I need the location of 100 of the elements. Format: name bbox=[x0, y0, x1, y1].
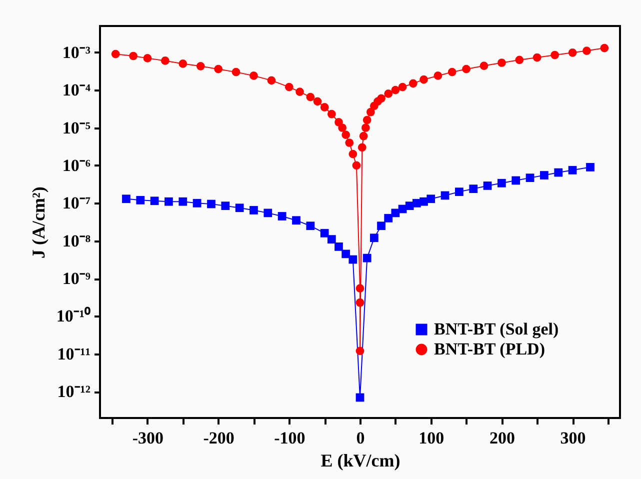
point bbox=[356, 284, 364, 293]
point bbox=[498, 58, 506, 67]
legend-label: BNT-BT (Sol gel) bbox=[434, 320, 559, 338]
point bbox=[483, 182, 492, 190]
point bbox=[568, 166, 577, 174]
point bbox=[313, 97, 322, 106]
point bbox=[327, 110, 336, 118]
x-axis-title: E (kV/cm) bbox=[320, 450, 400, 470]
point bbox=[278, 212, 286, 220]
y-axis-title: J (A/cm²) bbox=[28, 186, 48, 258]
point bbox=[550, 50, 560, 60]
point bbox=[362, 116, 372, 124]
point bbox=[448, 68, 456, 76]
point bbox=[320, 103, 329, 112]
point bbox=[342, 130, 350, 139]
point bbox=[196, 62, 205, 70]
point bbox=[408, 79, 418, 88]
point bbox=[267, 76, 276, 85]
point bbox=[426, 194, 436, 204]
point bbox=[178, 197, 188, 206]
point bbox=[235, 204, 244, 212]
point bbox=[391, 86, 400, 94]
point bbox=[370, 234, 378, 242]
y-tick-label: 10⁻⁹ bbox=[62, 269, 90, 288]
legend-label: BNT-BT (PLD) bbox=[434, 340, 545, 358]
point bbox=[532, 53, 542, 62]
point bbox=[345, 138, 354, 147]
point bbox=[480, 62, 488, 70]
point bbox=[391, 208, 400, 218]
point bbox=[306, 92, 315, 102]
point bbox=[515, 56, 524, 64]
point bbox=[440, 191, 450, 200]
y-tick-label: 10⁻⁶ bbox=[62, 156, 90, 175]
point bbox=[384, 90, 393, 98]
point bbox=[361, 124, 370, 132]
point bbox=[250, 206, 258, 214]
point bbox=[221, 202, 230, 210]
point bbox=[164, 197, 173, 206]
point bbox=[469, 184, 478, 193]
point bbox=[338, 124, 346, 132]
point bbox=[356, 346, 364, 356]
point bbox=[284, 82, 294, 92]
y-tick-label: 10⁻³ bbox=[62, 42, 90, 62]
point bbox=[334, 242, 343, 251]
y-tick-label: 10⁻⁸ bbox=[62, 231, 90, 250]
point bbox=[512, 176, 520, 185]
point bbox=[320, 228, 329, 238]
point bbox=[160, 56, 170, 65]
x-tick-label: 300 bbox=[560, 428, 586, 448]
point bbox=[526, 174, 534, 182]
y-tick-label: 10⁻¹⁰ bbox=[56, 306, 90, 326]
point bbox=[362, 254, 372, 262]
point bbox=[377, 94, 386, 103]
point bbox=[384, 214, 393, 222]
point bbox=[129, 52, 138, 60]
point bbox=[554, 168, 563, 177]
point bbox=[582, 46, 591, 55]
point bbox=[296, 88, 304, 96]
point bbox=[377, 222, 386, 230]
point bbox=[306, 222, 315, 230]
point bbox=[398, 82, 407, 92]
point bbox=[348, 150, 358, 158]
point bbox=[342, 250, 350, 258]
x-tick-label: -300 bbox=[132, 428, 164, 448]
x-tick-label: 200 bbox=[489, 428, 515, 448]
x-tick-label: -200 bbox=[203, 428, 234, 448]
point bbox=[348, 255, 358, 264]
point bbox=[586, 162, 594, 172]
point bbox=[540, 171, 548, 180]
y-tick-label: 10⁻⁴ bbox=[62, 80, 90, 100]
point bbox=[352, 161, 361, 170]
point bbox=[292, 216, 300, 225]
point bbox=[250, 72, 258, 80]
point bbox=[178, 60, 188, 68]
point bbox=[600, 44, 609, 52]
y-tick-label: 10⁻¹¹ bbox=[57, 344, 90, 364]
point bbox=[111, 50, 120, 58]
point bbox=[358, 143, 366, 152]
point bbox=[434, 72, 442, 80]
point bbox=[122, 194, 130, 204]
point bbox=[192, 198, 202, 208]
point bbox=[143, 54, 152, 62]
point bbox=[420, 75, 428, 84]
y-tick-label: 10⁻⁵ bbox=[62, 118, 90, 138]
point bbox=[568, 48, 577, 57]
point bbox=[207, 200, 216, 208]
y-tick-label: 10⁻¹² bbox=[57, 382, 90, 402]
point bbox=[498, 178, 506, 188]
point bbox=[327, 235, 336, 244]
point bbox=[356, 393, 364, 402]
point bbox=[264, 208, 272, 218]
x-tick-label: 0 bbox=[356, 428, 365, 448]
point bbox=[136, 196, 145, 204]
x-tick-label: 100 bbox=[418, 428, 444, 448]
point bbox=[214, 64, 222, 74]
point bbox=[366, 108, 375, 116]
point bbox=[359, 132, 368, 140]
point bbox=[455, 188, 464, 196]
point bbox=[150, 196, 159, 206]
y-tick-label: 10⁻⁷ bbox=[62, 194, 90, 213]
